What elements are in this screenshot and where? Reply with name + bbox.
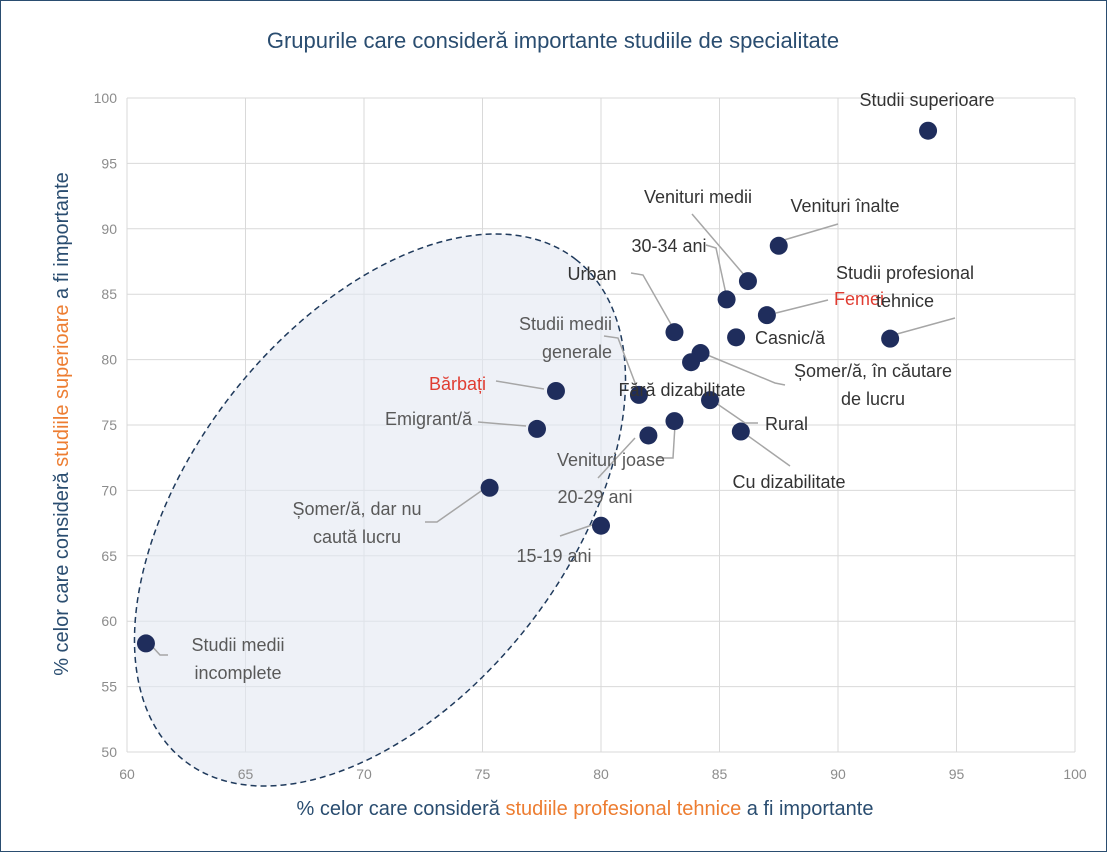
leader-line (896, 317, 956, 335)
point (665, 412, 684, 431)
point-label: Emigrant/ă (385, 409, 473, 429)
x-axis-title: % celor care consideră studiile profesio… (297, 798, 874, 820)
point-label: Casnic/ă (755, 328, 826, 348)
leader-line (630, 272, 673, 327)
leader-line (425, 488, 485, 523)
leader-line (743, 432, 791, 467)
axis-title-part: a fi importante (741, 798, 873, 820)
axis-title-part: studiile superioare (51, 304, 73, 466)
axis-title-part: a fi importante (51, 172, 73, 304)
point-label: Urban (567, 264, 616, 284)
y-tick-label: 65 (101, 548, 117, 564)
point (592, 516, 610, 535)
leader-line (597, 437, 636, 479)
axis-title-part: % celor care consideră (297, 798, 506, 820)
leader-line (477, 421, 527, 427)
point (881, 329, 900, 348)
x-tick-label: 90 (830, 766, 846, 782)
leader-line (691, 213, 746, 277)
leader-line (705, 244, 727, 295)
point-label: incomplete (194, 663, 281, 683)
point-label: Femei (834, 289, 884, 309)
leader-line (712, 400, 758, 424)
leader-line (658, 424, 676, 459)
point-label: generale (542, 342, 612, 362)
point-label: 20-29 ani (557, 487, 632, 507)
point-label: Studii medii (191, 635, 284, 655)
leader-line (559, 523, 596, 537)
point (769, 236, 788, 255)
point-label: Fără dizabilitate (618, 380, 745, 400)
point (528, 419, 547, 438)
y-tick-label: 80 (101, 352, 117, 368)
chart-title: Grupurile care consideră importante stud… (267, 28, 839, 53)
x-tick-label: 65 (238, 766, 254, 782)
point-label: Studii medii (519, 314, 612, 334)
point (639, 426, 658, 445)
point (682, 353, 701, 372)
point-label: Studii superioare (859, 90, 994, 110)
leader-line (704, 353, 786, 386)
point (629, 385, 648, 404)
point-label: Șomer/ă, dar nu (292, 499, 421, 519)
point-label: 15-19 ani (516, 546, 591, 566)
point-label: Bărbați (429, 374, 486, 394)
x-tick-label: 80 (593, 766, 609, 782)
point-label: caută lucru (313, 527, 401, 547)
leader-line (783, 223, 839, 241)
x-tick-label: 60 (119, 766, 135, 782)
y-axis-title: % celor care consideră studiile superioa… (51, 172, 73, 676)
point-label: tehnice (876, 291, 934, 311)
y-tick-label: 55 (101, 679, 117, 695)
point-label: Rural (765, 414, 808, 434)
point (665, 323, 684, 342)
point-label: de lucru (841, 389, 905, 409)
point-label: Venituri joase (557, 450, 665, 470)
leader-line (603, 335, 638, 389)
y-tick-label: 95 (101, 155, 117, 171)
point (136, 634, 155, 653)
leader-line (495, 380, 545, 390)
point-label: Venituri înalte (790, 196, 899, 216)
point (919, 121, 938, 140)
point-label: 30-34 ani (631, 236, 706, 256)
axis-title-part: studiile profesional tehnice (505, 798, 741, 820)
point-label: Venituri medii (644, 187, 752, 207)
x-tick-label: 100 (1063, 766, 1087, 782)
x-tick-label: 85 (712, 766, 728, 782)
point (757, 306, 776, 325)
y-tick-label: 70 (101, 482, 117, 498)
point-label: Cu dizabilitate (732, 472, 845, 492)
point (738, 272, 757, 291)
y-tick-label: 60 (101, 613, 117, 629)
point-label: Studii profesional (836, 263, 974, 283)
y-tick-label: 90 (101, 221, 117, 237)
y-tick-label: 50 (101, 744, 117, 760)
point (480, 478, 499, 497)
point (701, 391, 720, 410)
point (727, 328, 746, 347)
y-tick-label: 85 (101, 286, 117, 302)
point-label: Șomer/ă, în căutare (794, 361, 952, 381)
x-tick-label: 70 (356, 766, 372, 782)
y-tick-label: 100 (94, 90, 118, 106)
axis-title-part: % celor care consideră (51, 467, 73, 676)
x-tick-label: 95 (949, 766, 965, 782)
leader-line (775, 299, 829, 314)
cluster-ellipse (133, 233, 627, 787)
point (546, 381, 565, 400)
point (717, 290, 736, 309)
y-tick-label: 75 (101, 417, 117, 433)
x-tick-label: 75 (475, 766, 491, 782)
point (731, 422, 750, 441)
